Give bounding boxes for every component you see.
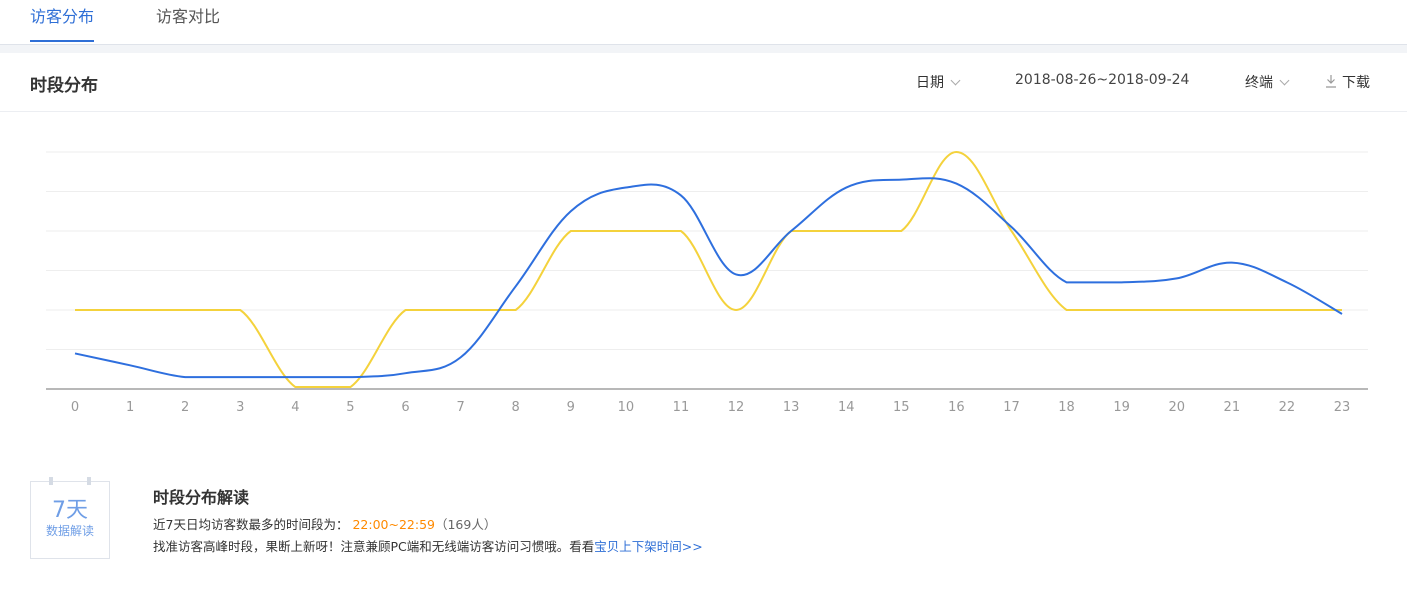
terminal-dropdown-label: 终端 [1245, 75, 1273, 91]
badge-subtitle: 数据解读 [45, 524, 94, 538]
x-tick-label: 14 [838, 400, 855, 415]
download-button[interactable]: 下载 [1325, 72, 1370, 92]
interpretation-section: 7天 数据解读 时段分布解读 近7天日均访客数最多的时间段为： 22:00~22… [30, 477, 1380, 571]
download-icon [1326, 75, 1336, 88]
x-tick-label: 15 [893, 400, 910, 415]
x-tick-label: 8 [512, 400, 520, 415]
date-dropdown[interactable]: 日期 [916, 72, 961, 92]
badge-days: 7天 [52, 498, 88, 523]
chevron-down-icon [1279, 75, 1290, 86]
chevron-down-icon [950, 75, 961, 86]
x-tick-label: 12 [728, 400, 745, 415]
x-tick-label: 22 [1279, 400, 1296, 415]
x-tick-label: 10 [618, 400, 635, 415]
x-tick-label: 2 [181, 400, 189, 415]
tab-bar: 访客分布 访客对比 [0, 0, 1407, 45]
panel-title: 时段分布 [30, 76, 98, 96]
interpretation-line-peak: 近7天日均访客数最多的时间段为： 22:00~22:59（169人） [153, 514, 496, 533]
x-tick-label: 20 [1168, 400, 1185, 415]
date-dropdown-label: 日期 [916, 75, 944, 91]
x-tick-label: 16 [948, 400, 965, 415]
x-tick-label: 7 [456, 400, 464, 415]
tip-text: 找准访客高峰时段，果断上新呀！注意兼顾PC端和无线端访客访问习惯哦。看看 [153, 539, 595, 554]
date-range[interactable]: 2018-08-26~2018-09-24 [1015, 72, 1190, 88]
x-tick-label: 23 [1334, 400, 1351, 415]
x-tick-label: 19 [1113, 400, 1130, 415]
interpretation-line-tip: 找准访客高峰时段，果断上新呀！注意兼顾PC端和无线端访客访问习惯哦。看看宝贝上下… [153, 536, 703, 555]
x-tick-label: 11 [673, 400, 690, 415]
x-tick-label: 13 [783, 400, 800, 415]
x-tick-label: 9 [567, 400, 575, 415]
series-line-blue[interactable] [74, 177, 1343, 379]
x-tick-label: 0 [71, 400, 79, 415]
x-tick-label: 3 [236, 400, 244, 415]
section-divider [0, 45, 1407, 53]
x-tick-label: 1 [126, 400, 134, 415]
tab-visitor-compare[interactable]: 访客对比 [156, 7, 221, 26]
tab-visitor-distribution[interactable]: 访客分布 [30, 4, 95, 42]
x-tick-label: 21 [1224, 400, 1241, 415]
series-line-yellow[interactable] [74, 151, 1342, 389]
interpretation-title: 时段分布解读 [153, 488, 250, 507]
peak-prefix: 近7天日均访客数最多的时间段为： [153, 517, 349, 532]
x-tick-label: 6 [401, 400, 409, 415]
x-tick-label: 5 [346, 400, 354, 415]
peak-count: （169人） [434, 517, 497, 532]
calendar-badge-icon: 7天 数据解读 [30, 477, 110, 559]
x-tick-label: 17 [1003, 400, 1020, 415]
panel-header: 时段分布 日期 2018-08-26~2018-09-24 终端 下载 [0, 53, 1407, 112]
download-label: 下载 [1342, 75, 1370, 91]
x-tick-label: 4 [291, 400, 299, 415]
x-tick-label: 18 [1058, 400, 1075, 415]
time-distribution-chart: 0 1 2 3 4 5 6 7 8 9 10 11 12 13 14 15 16 17 18 19 20 21 22 23 [46, 151, 1368, 415]
peak-time: 22:00~22:59 [352, 517, 435, 532]
listing-time-link[interactable]: 宝贝上下架时间>> [594, 539, 703, 554]
terminal-dropdown[interactable]: 终端 [1245, 72, 1290, 92]
